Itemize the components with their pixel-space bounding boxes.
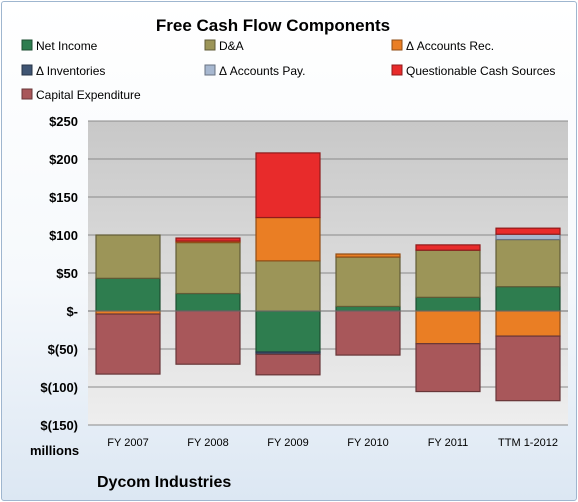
y-tick-label: $(50) — [48, 342, 78, 357]
bar-capital-expenditure-fy-2008 — [175, 310, 241, 365]
y-tick-label: $100 — [49, 228, 78, 243]
bar-accounts-rec-fy-2010 — [335, 253, 401, 258]
y-axis-units-label: millions — [30, 443, 79, 458]
y-axis: $250 $200 $150 $100 $50 $- $(50) $(100) $(150) — [40, 114, 78, 433]
chart-title: Free Cash Flow Components — [156, 16, 390, 35]
legend-item-net-income: Net Income — [21, 39, 98, 53]
bar-net-income-fy-2007 — [95, 277, 161, 312]
bar-questionable-cash-sources-fy-2009 — [255, 152, 321, 219]
y-tick-label: $200 — [49, 152, 78, 167]
legend-swatch — [204, 64, 216, 76]
legend-label: Capital Expenditure — [36, 88, 141, 102]
y-tick-label: $- — [66, 304, 78, 319]
chart-legend: Net Income D&A Δ Accounts Rec. Δ Inventorie… — [21, 39, 555, 102]
bar-d-a-fy-2011 — [415, 249, 481, 298]
bar-d-a-fy-2010 — [335, 256, 401, 308]
legend-item-capital-expenditure: Capital Expenditure — [21, 88, 141, 102]
bar-accounts-rec-ttm-1-2012 — [495, 310, 561, 337]
x-tick-label: TTM 1-2012 — [498, 437, 558, 449]
bar-net-income-ttm-1-2012 — [495, 286, 561, 312]
x-tick-label: FY 2011 — [428, 437, 469, 449]
x-tick-label: FY 2009 — [267, 437, 308, 449]
bar-d-a-fy-2009 — [255, 260, 321, 312]
x-tick-label: FY 2010 — [347, 437, 388, 449]
legend-label: Questionable Cash Sources — [406, 64, 555, 78]
bar-net-income-fy-2011 — [415, 296, 481, 312]
legend-item-d-a: D&A — [204, 39, 244, 53]
legend-label: Δ Inventories — [36, 64, 105, 78]
bar-capital-expenditure-fy-2011 — [415, 343, 481, 393]
x-tick-label: FY 2007 — [107, 437, 148, 449]
bar-accounts-rec-fy-2011 — [415, 310, 481, 345]
bar-questionable-cash-sources-ttm-1-2012 — [495, 227, 561, 235]
bar-net-income-fy-2009 — [255, 310, 321, 353]
legend-swatch — [204, 39, 216, 51]
legend-swatch — [21, 88, 33, 100]
legend-swatch — [21, 64, 33, 76]
legend-item-inventories: Δ Inventories — [21, 64, 105, 78]
bar-capital-expenditure-ttm-1-2012 — [495, 335, 561, 402]
x-tick-label: FY 2008 — [187, 437, 228, 449]
y-tick-label: $150 — [49, 190, 78, 205]
bar-net-income-fy-2010 — [335, 305, 401, 312]
legend-item-accounts-rec: Δ Accounts Rec. — [391, 39, 494, 53]
legend-label: Net Income — [36, 39, 98, 53]
bar-d-a-ttm-1-2012 — [495, 238, 561, 288]
bar-accounts-pay-ttm-1-2012 — [495, 233, 561, 241]
legend-label: Δ Accounts Rec. — [406, 39, 494, 53]
x-axis: FY 2007 FY 2008 FY 2009 FY 2010 FY 2011 TTM 1… — [107, 437, 558, 449]
y-tick-label: $50 — [56, 266, 78, 281]
legend-swatch — [391, 39, 403, 51]
bar-net-income-fy-2008 — [175, 292, 241, 312]
bar-questionable-cash-sources-fy-2008 — [175, 237, 241, 242]
legend-label: Δ Accounts Pay. — [219, 64, 306, 78]
y-tick-label: $(100) — [40, 380, 78, 395]
bar-d-a-fy-2007 — [95, 234, 161, 279]
legend-item-accounts-pay: Δ Accounts Pay. — [204, 64, 306, 78]
bar-accounts-rec-fy-2009 — [255, 216, 321, 262]
bar-capital-expenditure-fy-2010 — [335, 310, 401, 356]
legend-item-questionable-cash-sources: Questionable Cash Sources — [391, 64, 555, 78]
bar-questionable-cash-sources-fy-2011 — [415, 244, 481, 251]
company-name: Dycom Industries — [97, 474, 231, 491]
legend-label: D&A — [219, 39, 244, 53]
legend-swatch — [21, 39, 33, 51]
bar-d-a-fy-2008 — [175, 242, 241, 295]
y-tick-label: $(150) — [40, 418, 78, 433]
plot-area — [88, 120, 568, 426]
y-tick-label: $250 — [49, 114, 78, 129]
bar-capital-expenditure-fy-2009 — [255, 353, 321, 376]
legend-swatch — [391, 64, 403, 76]
bar-capital-expenditure-fy-2007 — [95, 313, 161, 375]
